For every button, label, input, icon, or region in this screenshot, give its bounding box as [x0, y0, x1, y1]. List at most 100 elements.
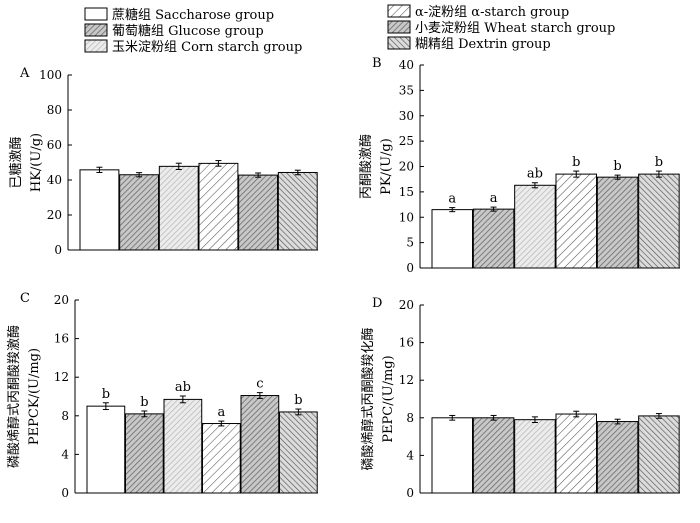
- y-tick-label: 20: [399, 160, 414, 174]
- legend-label: 小麦淀粉组 Wheat starch group: [415, 21, 615, 36]
- y-tick-label: 8: [61, 409, 69, 423]
- y-axis-label-cn: 丙酮酸激酶: [358, 134, 374, 199]
- panel-a: A 0 20 40 60 80 100 已糖激酶 HK/(U/g): [8, 66, 318, 257]
- y-axis-label-en: PEPCK/(U/mg): [27, 348, 42, 445]
- significance-label: ab: [175, 380, 191, 395]
- bar: [198, 162, 239, 251]
- bar: [202, 423, 241, 494]
- significance-label: a: [448, 192, 456, 207]
- legend-item: 蔗糖组 Saccharose group: [84, 7, 274, 23]
- y-tick-label: 12: [54, 370, 69, 384]
- bar: [596, 421, 639, 494]
- y-axis-label-en: PK/(U/g): [379, 138, 394, 195]
- y-tick-label: 0: [406, 261, 414, 275]
- y-tick-label: 30: [399, 109, 414, 123]
- bar: [163, 398, 203, 494]
- legend-swatch: [387, 20, 411, 34]
- bar: [86, 405, 126, 494]
- bar: [238, 174, 279, 251]
- legend-swatch: [387, 36, 411, 50]
- legend-item: α-淀粉组 α-starch group: [387, 4, 569, 20]
- significance-label: b: [655, 155, 663, 170]
- bar: [472, 208, 515, 269]
- y-axis-label-en: PEPC/(U/mg): [381, 355, 396, 442]
- y-axis-label-cn: 磷酸烯醇式丙酮酸羧化酶: [360, 327, 376, 470]
- bar: [79, 169, 120, 251]
- y-axis-label-cn: 已糖激酶: [8, 136, 24, 188]
- y-tick-label: 12: [399, 373, 414, 387]
- y-tick-label: 35: [399, 83, 414, 97]
- significance-label: b: [572, 155, 580, 170]
- y-tick-label: 15: [399, 185, 414, 199]
- y-tick-label: 5: [406, 236, 414, 250]
- y-tick-label: 4: [61, 447, 69, 461]
- y-tick-label: 10: [399, 210, 414, 224]
- panel-letter: C: [20, 291, 30, 306]
- significance-label: ab: [527, 167, 543, 182]
- bar: [277, 171, 318, 251]
- bar: [555, 173, 598, 269]
- y-tick-label: 80: [47, 103, 62, 117]
- y-tick-label: 16: [54, 332, 69, 346]
- panel-d: D 0 4 8 12 16 20 磷酸烯醇式丙酮酸羧化酶 PEPC/(U/mg): [360, 296, 680, 500]
- bar: [638, 173, 680, 269]
- y-tick-label: 0: [61, 486, 69, 500]
- y-tick-label: 0: [406, 486, 414, 500]
- legend-swatch: [84, 39, 108, 53]
- y-tick-label: 4: [406, 448, 414, 462]
- bar: [514, 419, 556, 494]
- y-tick-label: 25: [399, 134, 414, 148]
- legend-label: 糊精组 Dextrin group: [415, 36, 551, 52]
- legend-swatch: [84, 7, 108, 21]
- bar: [514, 184, 556, 269]
- y-tick-label: 40: [47, 173, 62, 187]
- y-tick-label: 100: [39, 68, 62, 82]
- panel-c: C 0 4 8 12 16 20 磷酸烯醇式丙酮酸羧激酶 PEPCK/(U/mg) b b ab a c b: [6, 291, 318, 500]
- bar: [431, 209, 474, 269]
- panel-b: B 0 5 10 15 20 25 30 35 40 丙酮酸激酶 PK/(U/g) a a ab b b b: [358, 56, 680, 275]
- bar: [431, 417, 474, 494]
- bar: [158, 165, 199, 251]
- legend-item: 葡萄糖组 Glucose group: [84, 23, 264, 39]
- y-tick-label: 20: [54, 293, 69, 307]
- legend-label: 蔗糖组 Saccharose group: [112, 7, 274, 23]
- bar: [119, 174, 160, 251]
- bar: [125, 413, 164, 494]
- legend-item: 玉米淀粉组 Corn starch group: [84, 39, 302, 55]
- legend-label: α-淀粉组 α-starch group: [415, 5, 569, 20]
- legend-swatch: [84, 23, 108, 37]
- panel-letter: B: [372, 56, 382, 71]
- y-tick-label: 0: [54, 243, 62, 257]
- bar: [596, 176, 639, 269]
- y-axis-label-en: HK/(U/g): [29, 133, 44, 192]
- significance-label: c: [256, 377, 263, 392]
- legend-label: 玉米淀粉组 Corn starch group: [112, 40, 302, 55]
- y-axis-label-cn: 磷酸烯醇式丙酮酸羧激酶: [6, 325, 22, 468]
- bar: [555, 413, 598, 494]
- significance-label: b: [102, 387, 110, 402]
- y-tick-label: 20: [47, 208, 62, 222]
- bar: [240, 395, 280, 494]
- significance-label: a: [490, 191, 498, 206]
- significance-label: a: [217, 405, 225, 420]
- y-tick-label: 16: [399, 336, 414, 350]
- y-tick-label: 60: [47, 138, 62, 152]
- significance-label: b: [613, 159, 621, 174]
- legend-item: 小麦淀粉组 Wheat starch group: [387, 20, 615, 36]
- y-tick-label: 20: [399, 298, 414, 312]
- panel-letter: D: [372, 296, 382, 311]
- bar: [638, 415, 680, 494]
- y-tick-label: 8: [406, 411, 414, 425]
- legend-swatch: [387, 4, 411, 18]
- significance-label: b: [140, 395, 148, 410]
- significance-label: b: [294, 393, 302, 408]
- legend: 蔗糖组 Saccharose group 葡萄糖组 Glucose group …: [84, 4, 615, 55]
- y-tick-label: 40: [399, 58, 414, 72]
- panel-letter: A: [19, 66, 30, 81]
- legend-label: 葡萄糖组 Glucose group: [112, 23, 264, 39]
- bar: [279, 411, 318, 494]
- legend-item: 糊精组 Dextrin group: [387, 36, 551, 52]
- bar: [472, 417, 515, 494]
